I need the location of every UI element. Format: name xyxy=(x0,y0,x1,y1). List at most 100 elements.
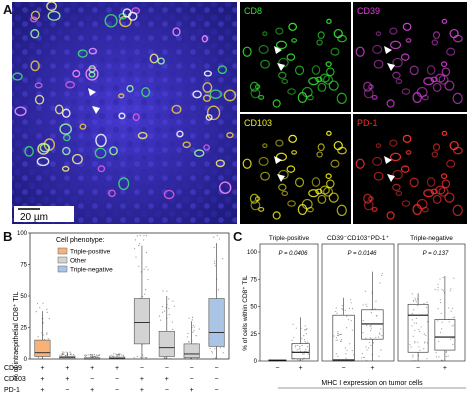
data-point xyxy=(450,338,452,340)
data-point xyxy=(417,304,419,307)
x-tick-label: − xyxy=(416,365,420,372)
cell-ring xyxy=(62,146,71,156)
panel-b-y-ticks: 0 25 50 75 100 xyxy=(17,231,30,363)
cell-ring xyxy=(260,59,270,69)
data-point xyxy=(161,305,164,308)
data-point xyxy=(193,326,196,328)
data-point xyxy=(69,351,71,353)
box xyxy=(133,298,150,345)
data-point xyxy=(65,351,67,353)
cell-ring xyxy=(452,92,463,105)
data-point xyxy=(335,310,337,313)
data-point xyxy=(370,312,372,314)
arrowhead xyxy=(277,174,285,182)
data-point xyxy=(63,353,65,355)
cell-ring xyxy=(203,70,212,77)
marker-sign: + xyxy=(190,387,194,394)
y-tick-label: 50 xyxy=(20,294,27,300)
data-point xyxy=(419,330,421,333)
cell-ring xyxy=(337,146,347,155)
data-point xyxy=(209,348,211,350)
data-point xyxy=(366,324,368,326)
data-point xyxy=(140,356,142,359)
data-point xyxy=(379,282,381,284)
data-point xyxy=(366,305,368,307)
data-point xyxy=(341,304,343,307)
marker-sign: + xyxy=(65,376,69,383)
data-point xyxy=(147,269,149,271)
cell-ring xyxy=(330,47,340,56)
data-point xyxy=(447,355,449,357)
data-point xyxy=(144,289,147,291)
data-point xyxy=(144,357,146,359)
cell-ring xyxy=(291,150,298,155)
y-tick-label: 75 xyxy=(250,277,257,283)
arrowhead xyxy=(92,106,100,114)
data-point xyxy=(341,307,343,309)
cell-ring xyxy=(281,190,289,196)
data-point xyxy=(303,353,305,355)
marker-sign: − xyxy=(215,365,219,372)
data-point xyxy=(302,353,304,355)
data-point xyxy=(378,355,380,357)
cell-ring xyxy=(275,139,284,147)
subplot-frame xyxy=(397,243,466,362)
cell-ring xyxy=(34,82,43,89)
data-point xyxy=(413,322,415,324)
cell-ring xyxy=(326,130,332,136)
data-point xyxy=(351,329,354,331)
data-point xyxy=(39,307,41,309)
cell-ring xyxy=(30,16,38,23)
cell-ring xyxy=(311,177,321,187)
cell-ring xyxy=(446,159,456,168)
data-point xyxy=(413,300,415,302)
data-point xyxy=(414,299,417,301)
data-point xyxy=(118,354,120,356)
cell-ring xyxy=(34,94,45,105)
data-point xyxy=(305,342,307,344)
cell-ring xyxy=(286,165,296,173)
cell-ring xyxy=(39,143,51,153)
y-tick-label: 0 xyxy=(24,357,28,363)
data-point xyxy=(441,328,443,330)
channel-label-cd39: CD39 xyxy=(357,6,380,16)
data-point xyxy=(379,333,381,335)
marker-row-label: PD-1 xyxy=(4,387,20,394)
data-point xyxy=(89,354,91,356)
data-point xyxy=(170,358,172,360)
data-point xyxy=(409,344,411,346)
data-point xyxy=(361,357,363,359)
data-point xyxy=(349,343,351,345)
data-point xyxy=(369,325,371,327)
data-point xyxy=(295,327,297,329)
box xyxy=(332,314,355,362)
legend-swatch xyxy=(57,256,68,264)
data-point xyxy=(46,333,48,335)
cell-ring xyxy=(440,61,448,67)
data-point xyxy=(442,276,444,279)
scale-bar-label: 20 µm xyxy=(20,212,48,223)
data-point xyxy=(414,297,416,299)
data-point xyxy=(438,356,440,358)
data-point xyxy=(299,345,301,348)
data-point xyxy=(293,360,295,362)
cell-ring xyxy=(172,27,181,37)
cell-ring xyxy=(430,76,438,83)
cell-ring xyxy=(389,139,398,147)
cell-ring xyxy=(61,165,70,172)
data-point xyxy=(85,355,87,357)
data-point xyxy=(85,354,88,356)
data-point xyxy=(134,239,137,241)
data-point xyxy=(342,309,344,311)
cell-ring xyxy=(63,134,71,142)
data-point xyxy=(294,346,297,348)
marker-sign: + xyxy=(40,376,44,383)
cell-ring xyxy=(242,158,252,169)
data-point xyxy=(46,332,48,334)
cell-ring xyxy=(432,194,442,204)
data-point xyxy=(145,356,148,359)
cell-ring xyxy=(108,189,116,198)
data-point xyxy=(337,355,339,357)
panel-b-y-axis-label: % of intraepithelial CD8⁺ TIL xyxy=(13,292,20,381)
x-tick-label: + xyxy=(370,365,374,372)
